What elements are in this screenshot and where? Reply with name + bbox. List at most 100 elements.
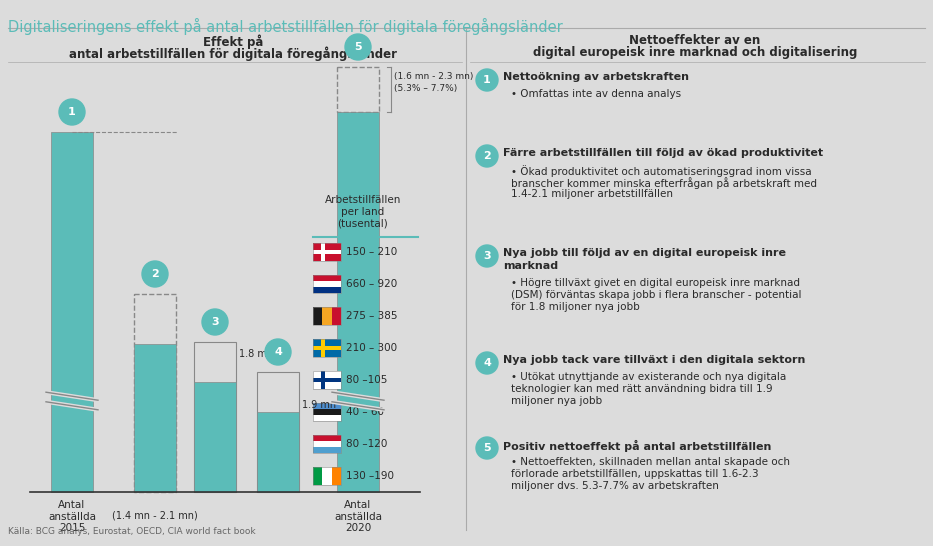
Text: 1.8 mn: 1.8 mn xyxy=(239,349,273,359)
Text: (DSM) förväntas skapa jobb i flera branscher - potential: (DSM) förväntas skapa jobb i flera brans… xyxy=(511,290,801,300)
Text: 4: 4 xyxy=(483,358,491,368)
Text: 1: 1 xyxy=(483,75,491,85)
Circle shape xyxy=(345,34,371,60)
Bar xyxy=(313,435,341,453)
Bar xyxy=(313,409,341,415)
Bar xyxy=(322,307,331,325)
Bar xyxy=(313,441,341,447)
Text: 80 –105: 80 –105 xyxy=(346,375,387,385)
Circle shape xyxy=(476,145,498,167)
Text: 4: 4 xyxy=(274,347,282,357)
Bar xyxy=(313,250,341,254)
Circle shape xyxy=(59,99,85,125)
Text: 3: 3 xyxy=(483,251,491,261)
Text: Arbetstillfällen
per land
(tusental): Arbetstillfällen per land (tusental) xyxy=(325,195,401,228)
Bar xyxy=(337,67,379,112)
Bar xyxy=(321,339,325,357)
Text: (5.3% – 7.7%): (5.3% – 7.7%) xyxy=(394,84,457,93)
Bar xyxy=(313,378,341,382)
Bar xyxy=(337,112,379,492)
Text: Antal
anställda
2020: Antal anställda 2020 xyxy=(334,500,382,533)
Circle shape xyxy=(202,309,228,335)
Bar xyxy=(313,403,341,409)
Text: 5: 5 xyxy=(355,42,362,52)
Text: 40 – 60: 40 – 60 xyxy=(346,407,384,417)
Text: 275 – 385: 275 – 385 xyxy=(346,311,397,321)
Bar xyxy=(313,371,341,389)
Text: förlorade arbetstillfällen, uppskattas till 1.6-2.3: förlorade arbetstillfällen, uppskattas t… xyxy=(511,469,759,479)
Text: (1.6 mn - 2.3 mn): (1.6 mn - 2.3 mn) xyxy=(394,72,473,81)
Bar xyxy=(313,243,341,261)
Bar xyxy=(313,435,341,441)
Text: antal arbetstillfällen för digitala föregångsländer: antal arbetstillfällen för digitala före… xyxy=(69,46,397,61)
Text: 660 – 920: 660 – 920 xyxy=(346,279,397,289)
Circle shape xyxy=(265,339,291,365)
Text: teknologier kan med rätt användning bidra till 1.9: teknologier kan med rätt användning bidr… xyxy=(511,384,773,394)
Bar xyxy=(313,243,341,261)
Bar xyxy=(134,344,176,492)
Text: Digitaliseringens effekt på antal arbetstillfällen för digitala föregångsländer: Digitaliseringens effekt på antal arbets… xyxy=(8,18,563,35)
Text: (1.4 mn - 2.1 mn): (1.4 mn - 2.1 mn) xyxy=(112,510,198,520)
Bar xyxy=(134,294,176,492)
Bar xyxy=(313,339,341,357)
Text: Nettoeffekter av en: Nettoeffekter av en xyxy=(630,34,760,47)
Bar xyxy=(313,307,322,325)
Bar xyxy=(313,275,341,293)
Bar xyxy=(257,372,299,492)
Text: 5: 5 xyxy=(483,443,491,453)
Text: branscher kommer minska efterfrågan på arbetskraft med: branscher kommer minska efterfrågan på a… xyxy=(511,177,817,189)
Text: miljoner dvs. 5.3-7.7% av arbetskraften: miljoner dvs. 5.3-7.7% av arbetskraften xyxy=(511,481,718,491)
Bar xyxy=(257,412,299,492)
Text: Källa: BCG analys, Eurostat, OECD, CIA world fact book: Källa: BCG analys, Eurostat, OECD, CIA w… xyxy=(8,527,256,536)
Text: Färre arbetstillfällen till följd av ökad produktivitet: Färre arbetstillfällen till följd av öka… xyxy=(503,148,823,158)
Text: • Utökat utnyttjande av existerande och nya digitala: • Utökat utnyttjande av existerande och … xyxy=(511,372,787,382)
Bar xyxy=(313,415,341,421)
Bar xyxy=(313,287,341,293)
Bar xyxy=(321,243,325,261)
Circle shape xyxy=(476,352,498,374)
Circle shape xyxy=(476,69,498,91)
Bar xyxy=(313,447,341,453)
Bar xyxy=(313,339,341,357)
Bar xyxy=(313,346,341,350)
Bar xyxy=(51,132,93,492)
Bar xyxy=(313,275,341,281)
Text: Nya jobb tack vare tillväxt i den digitala sektorn: Nya jobb tack vare tillväxt i den digita… xyxy=(503,355,805,365)
Text: 80 –120: 80 –120 xyxy=(346,439,387,449)
Text: 1.4-2.1 miljoner arbetstillfällen: 1.4-2.1 miljoner arbetstillfällen xyxy=(511,189,673,199)
Text: 210 – 300: 210 – 300 xyxy=(346,343,397,353)
Text: 1: 1 xyxy=(68,107,76,117)
Bar xyxy=(331,467,341,485)
Bar xyxy=(321,371,325,389)
Circle shape xyxy=(476,245,498,267)
Bar xyxy=(313,467,322,485)
Text: • Omfattas inte av denna analys: • Omfattas inte av denna analys xyxy=(511,89,681,99)
Text: 2: 2 xyxy=(483,151,491,161)
Text: 130 –190: 130 –190 xyxy=(346,471,394,481)
Bar xyxy=(313,371,341,389)
Text: miljoner nya jobb: miljoner nya jobb xyxy=(511,396,602,406)
Text: • Högre tillväxt givet en digital europeisk inre marknad: • Högre tillväxt givet en digital europe… xyxy=(511,278,800,288)
Bar xyxy=(194,342,236,492)
Bar xyxy=(322,467,331,485)
Text: • Ökad produktivitet och automatiseringsgrad inom vissa: • Ökad produktivitet och automatiserings… xyxy=(511,165,812,177)
Text: Positiv nettoeffekt på antal arbetstillfällen: Positiv nettoeffekt på antal arbetstillf… xyxy=(503,440,772,452)
Text: digital europeisk inre marknad och digitalisering: digital europeisk inre marknad och digit… xyxy=(533,46,857,59)
Text: 3: 3 xyxy=(211,317,219,327)
Text: för 1.8 miljoner nya jobb: för 1.8 miljoner nya jobb xyxy=(511,302,640,312)
Text: marknad: marknad xyxy=(503,261,558,271)
Text: 1.9 mn: 1.9 mn xyxy=(302,400,336,410)
Text: 150 – 210: 150 – 210 xyxy=(346,247,397,257)
Bar xyxy=(313,281,341,287)
Text: Nettoökning av arbetskraften: Nettoökning av arbetskraften xyxy=(503,72,689,82)
Text: • Nettoeffekten, skillnaden mellan antal skapade och: • Nettoeffekten, skillnaden mellan antal… xyxy=(511,457,790,467)
Text: 2: 2 xyxy=(151,269,159,279)
Circle shape xyxy=(142,261,168,287)
Bar xyxy=(313,467,341,485)
Text: Effekt på: Effekt på xyxy=(202,34,263,49)
Bar xyxy=(194,382,236,492)
Bar xyxy=(313,403,341,421)
Circle shape xyxy=(476,437,498,459)
Bar xyxy=(313,307,341,325)
Bar xyxy=(331,307,341,325)
